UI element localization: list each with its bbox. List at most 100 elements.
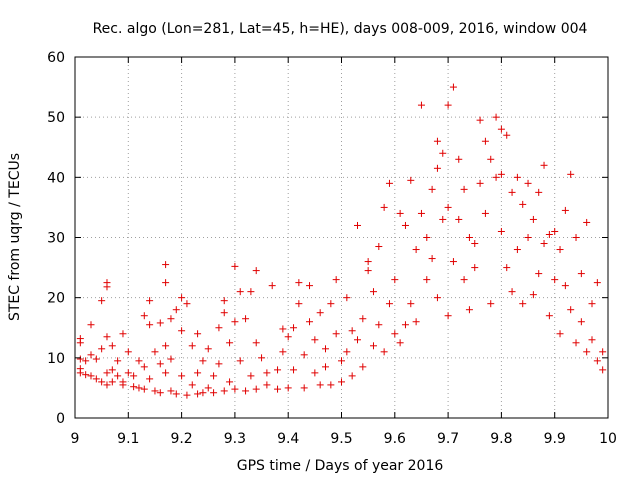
data-point	[540, 240, 548, 248]
data-point	[391, 330, 399, 338]
data-point	[284, 333, 292, 341]
chart-title: Rec. algo (Lon=281, Lat=45, h=HE), days …	[93, 21, 588, 37]
data-point	[417, 101, 425, 109]
data-point	[497, 170, 505, 178]
data-point	[119, 330, 127, 338]
data-point	[535, 188, 543, 196]
data-point	[252, 267, 260, 275]
data-point	[433, 164, 441, 172]
data-point	[385, 300, 393, 308]
data-point	[156, 360, 164, 368]
data-point	[577, 318, 585, 326]
data-point	[220, 309, 228, 317]
data-point	[124, 348, 132, 356]
data-point	[103, 333, 111, 341]
data-point	[460, 185, 468, 193]
data-point	[258, 354, 266, 362]
data-point	[199, 389, 207, 397]
data-point	[588, 336, 596, 344]
data-point	[385, 179, 393, 187]
data-point	[529, 215, 537, 223]
data-point	[226, 339, 234, 347]
data-point	[401, 321, 409, 329]
data-point	[135, 357, 143, 365]
data-point	[172, 390, 180, 398]
data-point	[508, 288, 516, 296]
data-point	[263, 381, 271, 389]
data-point	[567, 306, 575, 314]
data-point	[76, 369, 84, 377]
data-point	[353, 221, 361, 229]
data-point	[540, 161, 548, 169]
data-point	[279, 325, 287, 333]
data-point	[322, 345, 330, 353]
data-point	[114, 372, 122, 380]
data-point	[183, 391, 191, 399]
data-point	[551, 276, 559, 284]
data-point	[465, 234, 473, 241]
y-tick-label: 10	[47, 351, 65, 367]
data-point	[146, 321, 154, 329]
data-point	[444, 203, 452, 211]
data-point	[306, 318, 314, 326]
data-point	[226, 378, 234, 386]
data-point	[545, 312, 553, 320]
data-point	[524, 234, 532, 241]
data-point	[412, 246, 420, 254]
data-point	[593, 279, 601, 287]
data-point	[242, 315, 250, 323]
data-point	[236, 357, 244, 365]
data-point	[108, 342, 116, 350]
data-point	[188, 342, 196, 350]
data-point	[146, 375, 154, 383]
data-point	[545, 230, 553, 238]
data-point	[380, 203, 388, 211]
data-point	[194, 330, 202, 338]
data-point	[82, 371, 90, 379]
x-tick-label: 10	[599, 431, 617, 447]
x-tick-label: 9.4	[277, 431, 299, 447]
data-point	[449, 83, 457, 91]
data-point	[300, 384, 308, 392]
x-tick-labels: 9 9.1 9.2 9.3 9.4 9.5 9.6 9.7 9.8 9.9 10	[71, 431, 617, 447]
data-point	[369, 288, 377, 296]
data-point	[332, 276, 340, 284]
gridlines	[75, 57, 608, 418]
data-point	[178, 327, 186, 335]
data-point	[183, 300, 191, 308]
data-point	[359, 363, 367, 371]
data-point	[146, 297, 154, 305]
data-point	[215, 324, 223, 332]
data-point	[583, 218, 591, 226]
data-point	[156, 389, 164, 397]
data-point	[306, 282, 314, 290]
data-point	[401, 221, 409, 229]
data-point	[476, 179, 484, 187]
data-point	[103, 369, 111, 377]
data-point	[359, 315, 367, 323]
data-point	[263, 369, 271, 377]
data-point	[343, 294, 351, 302]
data-point	[194, 369, 202, 377]
data-point	[98, 345, 106, 353]
data-point	[428, 255, 436, 263]
data-point	[380, 348, 388, 356]
data-point	[242, 387, 250, 395]
data-point	[290, 366, 298, 374]
x-tick-label: 9.1	[117, 431, 139, 447]
data-point	[524, 179, 532, 187]
data-point	[140, 385, 148, 393]
data-point	[599, 366, 607, 374]
data-point	[311, 336, 319, 344]
data-point	[423, 276, 431, 284]
data-point	[124, 369, 132, 377]
x-tick-label: 9.2	[170, 431, 192, 447]
data-point	[119, 381, 127, 389]
data-point	[316, 381, 324, 389]
data-point	[92, 375, 100, 383]
data-point	[433, 137, 441, 145]
data-point	[151, 387, 159, 395]
data-point	[140, 363, 148, 371]
data-point	[519, 200, 527, 208]
